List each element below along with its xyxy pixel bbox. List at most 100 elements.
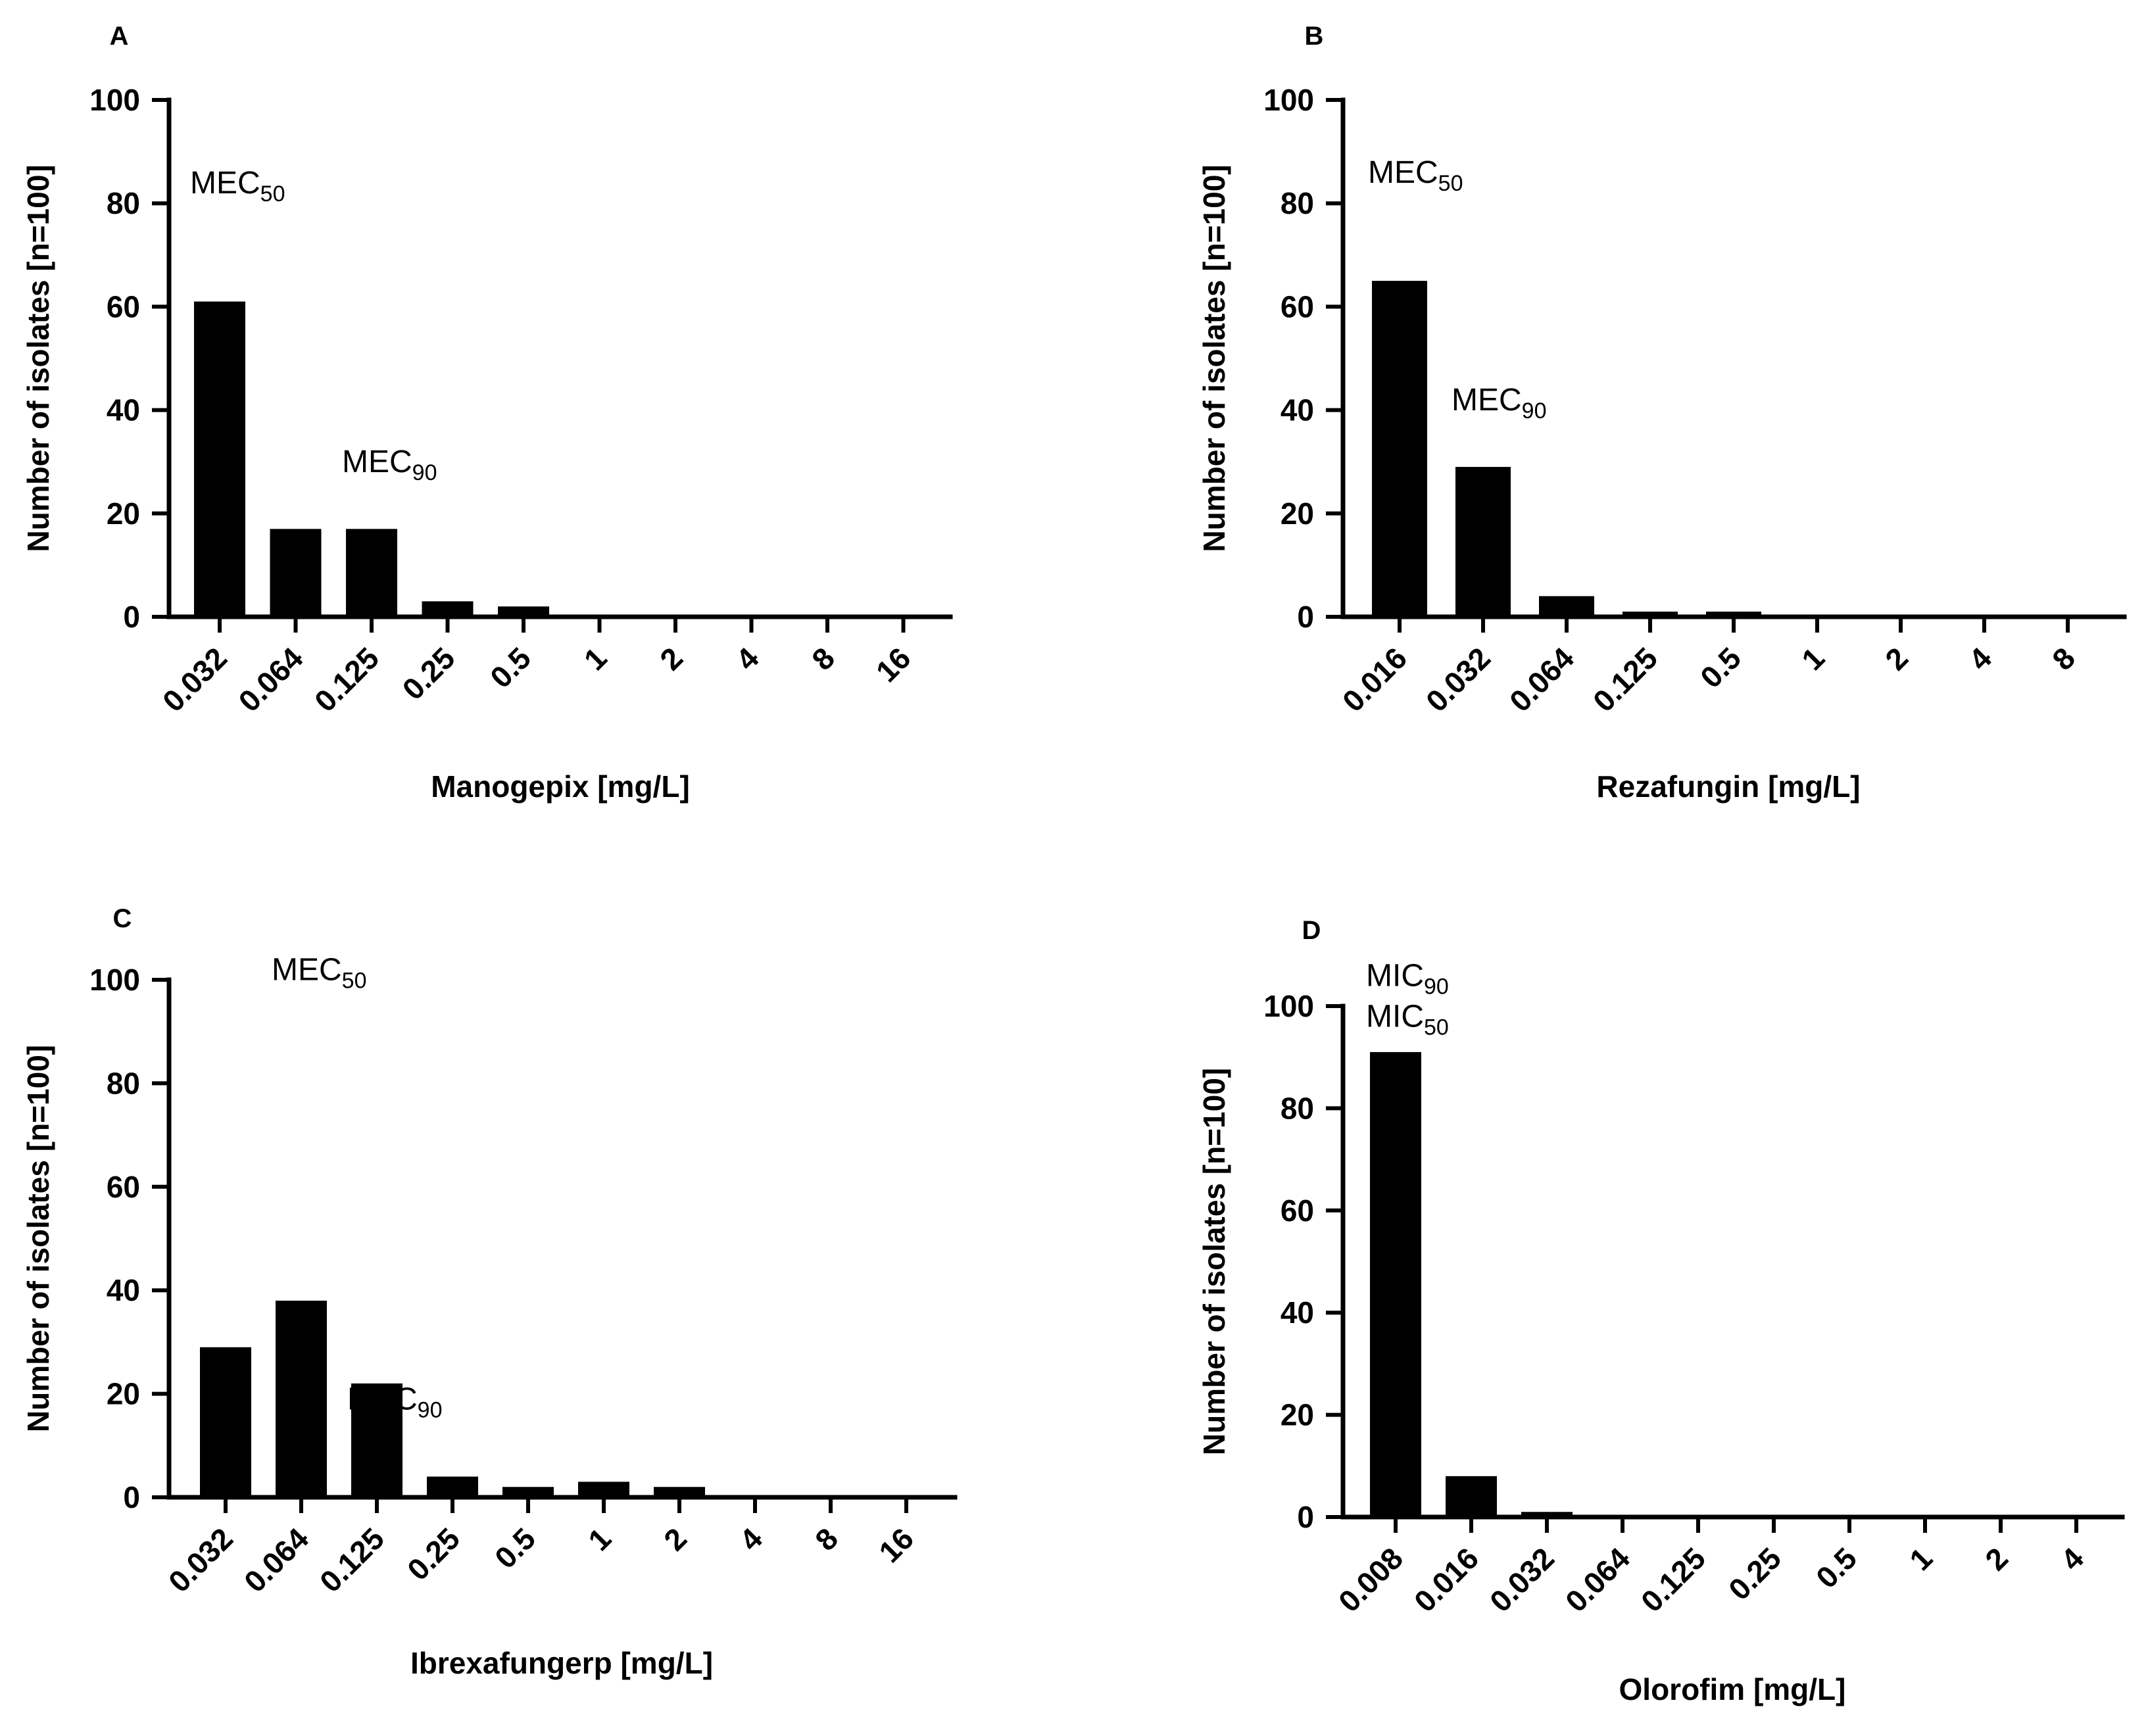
- y-tick-label: 100: [1263, 83, 1314, 117]
- bar-0.25: [422, 601, 474, 617]
- annotation-subscript: 90: [418, 1397, 443, 1422]
- x-tick-label: 0.064: [1559, 1541, 1636, 1618]
- y-tick-label: 80: [1281, 1091, 1314, 1125]
- y-tick-label: 20: [1281, 1398, 1314, 1432]
- x-tick-label: 0.008: [1332, 1541, 1409, 1618]
- annotation-base: MEC: [1368, 155, 1438, 190]
- x-tick-label: 4: [1962, 640, 1998, 677]
- x-tick-label: 0.064: [1503, 640, 1580, 718]
- bar-0.125: [346, 529, 397, 617]
- annotation-base: MEC: [190, 166, 260, 201]
- y-tick-label: 100: [89, 963, 140, 997]
- x-tick-label: 2: [657, 1521, 693, 1557]
- panel-letter: A: [110, 22, 129, 51]
- x-tick-label: 0.032: [1483, 1541, 1561, 1618]
- x-tick-label: 8: [808, 1521, 844, 1557]
- x-tick-label: 0.25: [401, 1521, 466, 1587]
- x-axis-title: Manogepix [mg/L]: [431, 769, 690, 804]
- x-tick-label: 1: [1903, 1541, 1939, 1577]
- x-axis-title: Ibrexafungerp [mg/L]: [410, 1646, 713, 1680]
- annotation-subscript: 90: [412, 460, 437, 485]
- x-tick-label: 0.016: [1407, 1541, 1485, 1618]
- bar-0.064: [1539, 596, 1594, 617]
- annotation-base: MIC: [1366, 958, 1424, 993]
- panel-b: B 0 20 40 60 80 100 0.016 0.032 0.064 0.125 0.5 1 2 4 8…: [1197, 22, 2127, 804]
- y-axis-title: Number of isolates [n=100]: [21, 164, 55, 552]
- y-tick-label: 100: [89, 83, 140, 117]
- x-tick-label: 0.5: [1694, 640, 1747, 694]
- x-tick-label: 0.5: [483, 640, 537, 694]
- x-tick-label: 4: [733, 1521, 769, 1557]
- annotation-mec90: MEC90: [342, 445, 437, 485]
- y-tick-label: 40: [1281, 1295, 1314, 1330]
- y-tick-label: 20: [1281, 496, 1314, 531]
- bar-0.125: [1623, 612, 1678, 617]
- y-tick-label: 60: [107, 1170, 140, 1204]
- x-tick-label: 2: [653, 640, 689, 677]
- y-axis-title: Number of isolates [n=100]: [1197, 1068, 1231, 1455]
- y-tick-label: 60: [107, 289, 140, 324]
- y-axis-title: Number of isolates [n=100]: [1197, 164, 1231, 552]
- x-tick-label: 0.25: [395, 640, 461, 706]
- x-tick-label: 4: [2054, 1541, 2090, 1577]
- x-axis-title: Olorofim [mg/L]: [1619, 1672, 1846, 1706]
- bar-0.5: [498, 606, 549, 617]
- annotation-base: MEC: [1452, 383, 1522, 418]
- x-tick-label: 4: [729, 640, 766, 677]
- x-tick-label: 16: [869, 640, 917, 688]
- x-axis-title: Rezafungin [mg/L]: [1596, 769, 1860, 804]
- x-tick-label: 2: [1878, 640, 1915, 677]
- panel-letter: C: [113, 904, 132, 933]
- y-tick-label: 0: [123, 1480, 140, 1514]
- x-tick-label: 0.125: [1634, 1541, 1712, 1618]
- y-tick-label: 100: [1263, 989, 1314, 1023]
- x-tick-label: 0.016: [1336, 640, 1413, 718]
- bar-0.032: [1521, 1512, 1573, 1517]
- bar-0.008: [1370, 1051, 1421, 1517]
- x-tick-label: 0.064: [237, 1521, 315, 1599]
- bar-0.5: [502, 1487, 554, 1497]
- bar-0.5: [1706, 612, 1761, 617]
- annotation-subscript: 50: [260, 181, 285, 206]
- y-tick-label: 60: [1281, 289, 1314, 324]
- x-tick-label: 8: [2045, 640, 2082, 677]
- annotation-base: MEC: [347, 1382, 418, 1416]
- bar-0.032: [194, 301, 245, 617]
- annotation-mec90: MEC90: [347, 1382, 443, 1422]
- panel-letter: B: [1305, 22, 1324, 51]
- y-tick-label: 80: [1281, 186, 1314, 220]
- x-tick-label: 0.032: [156, 640, 233, 718]
- bar-1: [578, 1482, 629, 1497]
- y-tick-label: 20: [107, 496, 140, 531]
- y-tick-label: 80: [107, 1066, 140, 1100]
- annotation-base: MEC: [272, 952, 342, 987]
- x-tick-label: 0.032: [162, 1521, 239, 1599]
- annotation-subscript: 90: [1522, 398, 1547, 423]
- x-tick-label: 0.125: [1586, 640, 1664, 718]
- y-tick-label: 40: [107, 1273, 140, 1307]
- y-tick-label: 0: [1297, 600, 1314, 634]
- x-tick-label: 0.125: [313, 1521, 391, 1599]
- x-tick-label: 0.5: [1809, 1541, 1863, 1595]
- x-tick-label: 16: [872, 1521, 920, 1569]
- x-tick-label: 0.25: [1722, 1541, 1788, 1606]
- x-tick-label: 0.5: [488, 1521, 542, 1575]
- x-tick-label: 8: [805, 640, 841, 677]
- bar-0.032: [200, 1347, 251, 1497]
- bar-0.016: [1446, 1476, 1497, 1517]
- annotation-mec50: MEC50: [1368, 155, 1463, 196]
- y-axis-title: Number of isolates [n=100]: [21, 1045, 55, 1432]
- y-tick-label: 20: [107, 1377, 140, 1411]
- annotation-subscript: 50: [342, 968, 367, 993]
- y-tick-label: 0: [1297, 1500, 1314, 1534]
- bar-0.032: [1455, 467, 1511, 617]
- bar-0.125: [351, 1383, 403, 1497]
- x-tick-label: 0.032: [1419, 640, 1497, 718]
- x-tick-label: 0.125: [308, 640, 385, 718]
- x-tick-label: 1: [581, 1521, 618, 1557]
- bar-0.016: [1372, 281, 1427, 617]
- y-tick-label: 40: [107, 393, 140, 427]
